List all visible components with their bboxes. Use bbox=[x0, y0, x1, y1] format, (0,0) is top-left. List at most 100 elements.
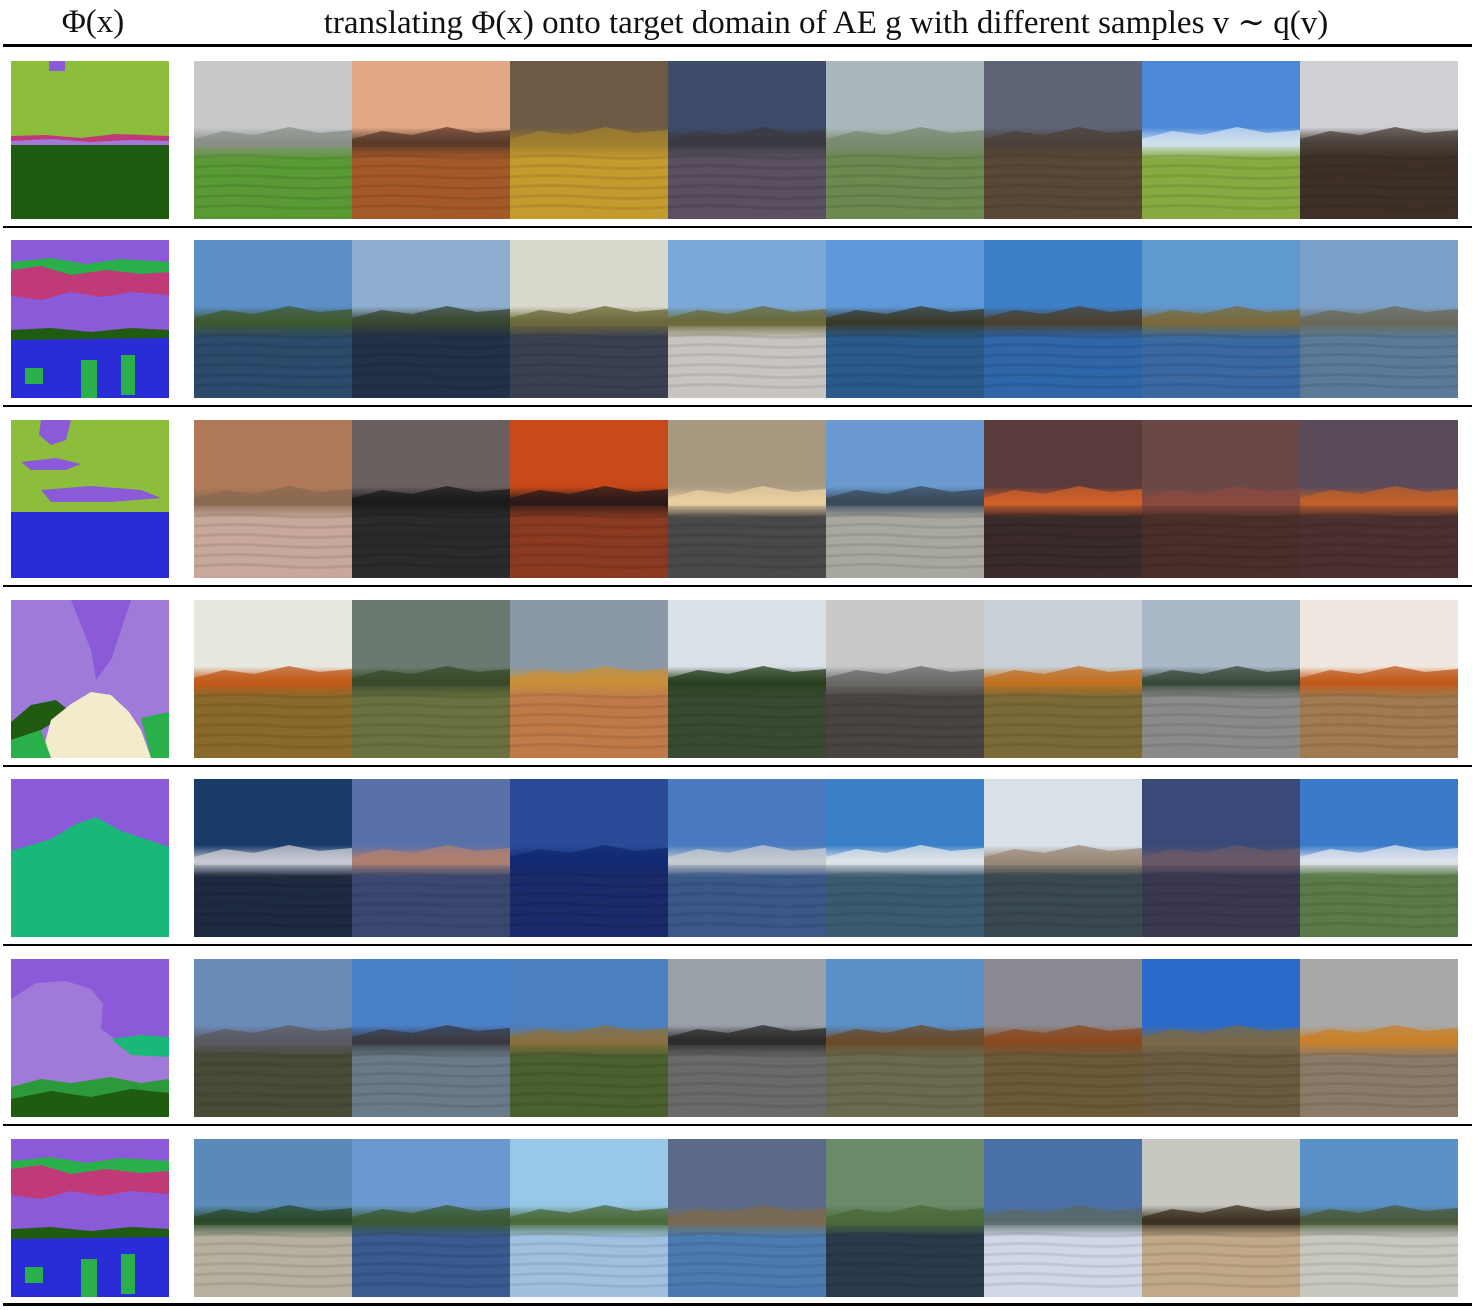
sample-image-r3-c8 bbox=[1300, 420, 1458, 578]
sample-image-graphic bbox=[668, 959, 826, 1117]
sample-image-r6-c1 bbox=[194, 959, 352, 1117]
sample-image-graphic bbox=[826, 959, 984, 1117]
sample-image-r1-c8 bbox=[1300, 61, 1458, 219]
sample-image-graphic bbox=[668, 420, 826, 578]
segmentation-map-6 bbox=[11, 959, 169, 1117]
sample-image-graphic bbox=[1142, 1139, 1300, 1297]
sample-image-graphic bbox=[194, 420, 352, 578]
sample-image-graphic bbox=[1142, 600, 1300, 758]
sample-image-graphic bbox=[1300, 600, 1458, 758]
sample-image-graphic bbox=[984, 600, 1142, 758]
column-header-translations: translating Φ(x) onto target domain of A… bbox=[186, 0, 1466, 44]
sample-image-r4-c4 bbox=[668, 600, 826, 758]
sample-image-r3-c1 bbox=[194, 420, 352, 578]
segmentation-map-2 bbox=[11, 240, 169, 398]
sample-image-graphic bbox=[510, 600, 668, 758]
segmentation-map-graphic bbox=[11, 61, 169, 219]
sample-image-graphic bbox=[826, 1139, 984, 1297]
sample-image-r4-c5 bbox=[826, 600, 984, 758]
segmentation-map-graphic bbox=[11, 1139, 169, 1297]
sample-image-graphic bbox=[826, 779, 984, 937]
sample-image-graphic bbox=[510, 240, 668, 398]
row-separator bbox=[3, 405, 1472, 407]
sample-image-graphic bbox=[352, 61, 510, 219]
sample-image-r2-c6 bbox=[984, 240, 1142, 398]
sample-image-graphic bbox=[984, 1139, 1142, 1297]
sample-image-graphic bbox=[984, 240, 1142, 398]
sample-image-r4-c8 bbox=[1300, 600, 1458, 758]
sample-image-graphic bbox=[668, 61, 826, 219]
sample-image-graphic bbox=[1300, 61, 1458, 219]
sample-image-graphic bbox=[194, 600, 352, 758]
segmentation-map-graphic bbox=[11, 420, 169, 578]
sample-image-r2-c4 bbox=[668, 240, 826, 398]
segmentation-map-graphic bbox=[11, 240, 169, 398]
sample-image-graphic bbox=[1142, 61, 1300, 219]
sample-image-graphic bbox=[826, 420, 984, 578]
row-separator bbox=[3, 226, 1472, 228]
sample-image-r5-c3 bbox=[510, 779, 668, 937]
segmentation-map-5 bbox=[11, 779, 169, 937]
header-left-label: Φ(x) bbox=[61, 3, 125, 40]
sample-image-graphic bbox=[984, 959, 1142, 1117]
sample-image-r1-c7 bbox=[1142, 61, 1300, 219]
sample-image-graphic bbox=[1142, 779, 1300, 937]
sample-image-graphic bbox=[668, 1139, 826, 1297]
row-separator bbox=[3, 944, 1472, 946]
sample-image-graphic bbox=[352, 240, 510, 398]
sample-image-graphic bbox=[510, 959, 668, 1117]
top-rule bbox=[3, 44, 1472, 47]
row-separator bbox=[3, 585, 1472, 587]
sample-image-graphic bbox=[510, 61, 668, 219]
sample-image-r6-c7 bbox=[1142, 959, 1300, 1117]
sample-image-graphic bbox=[352, 959, 510, 1117]
sample-image-r6-c6 bbox=[984, 959, 1142, 1117]
sample-image-graphic bbox=[984, 779, 1142, 937]
sample-image-r1-c3 bbox=[510, 61, 668, 219]
segmentation-map-graphic bbox=[11, 779, 169, 937]
sample-image-graphic bbox=[668, 779, 826, 937]
sample-image-r5-c1 bbox=[194, 779, 352, 937]
sample-image-r4-c7 bbox=[1142, 600, 1300, 758]
sample-image-r7-c5 bbox=[826, 1139, 984, 1297]
sample-image-graphic bbox=[510, 779, 668, 937]
bottom-rule bbox=[3, 1303, 1472, 1306]
sample-image-graphic bbox=[1300, 240, 1458, 398]
sample-image-graphic bbox=[352, 779, 510, 937]
sample-image-r5-c5 bbox=[826, 779, 984, 937]
sample-image-graphic bbox=[826, 600, 984, 758]
sample-image-r1-c5 bbox=[826, 61, 984, 219]
sample-image-r3-c3 bbox=[510, 420, 668, 578]
segmentation-map-1 bbox=[11, 61, 169, 219]
sample-image-r5-c7 bbox=[1142, 779, 1300, 937]
sample-image-r4-c3 bbox=[510, 600, 668, 758]
sample-image-r4-c6 bbox=[984, 600, 1142, 758]
sample-image-r3-c2 bbox=[352, 420, 510, 578]
sample-image-graphic bbox=[352, 1139, 510, 1297]
sample-image-r5-c2 bbox=[352, 779, 510, 937]
sample-image-graphic bbox=[668, 240, 826, 398]
sample-image-graphic bbox=[510, 420, 668, 578]
sample-image-graphic bbox=[194, 61, 352, 219]
sample-image-graphic bbox=[352, 600, 510, 758]
column-header-input: Φ(x) bbox=[18, 0, 168, 44]
sample-image-r6-c5 bbox=[826, 959, 984, 1117]
sample-image-r7-c8 bbox=[1300, 1139, 1458, 1297]
sample-image-r1-c1 bbox=[194, 61, 352, 219]
sample-image-graphic bbox=[826, 240, 984, 398]
sample-image-r6-c3 bbox=[510, 959, 668, 1117]
sample-image-graphic bbox=[668, 600, 826, 758]
header-right-label: translating Φ(x) onto target domain of A… bbox=[323, 5, 1329, 41]
row-separator bbox=[3, 765, 1472, 767]
sample-image-r2-c1 bbox=[194, 240, 352, 398]
sample-image-r7-c6 bbox=[984, 1139, 1142, 1297]
sample-image-r6-c8 bbox=[1300, 959, 1458, 1117]
sample-image-graphic bbox=[510, 1139, 668, 1297]
sample-image-r2-c3 bbox=[510, 240, 668, 398]
sample-image-r7-c7 bbox=[1142, 1139, 1300, 1297]
sample-image-r7-c1 bbox=[194, 1139, 352, 1297]
segmentation-map-graphic bbox=[11, 959, 169, 1117]
sample-image-graphic bbox=[1300, 1139, 1458, 1297]
sample-image-graphic bbox=[1142, 240, 1300, 398]
sample-image-r5-c8 bbox=[1300, 779, 1458, 937]
